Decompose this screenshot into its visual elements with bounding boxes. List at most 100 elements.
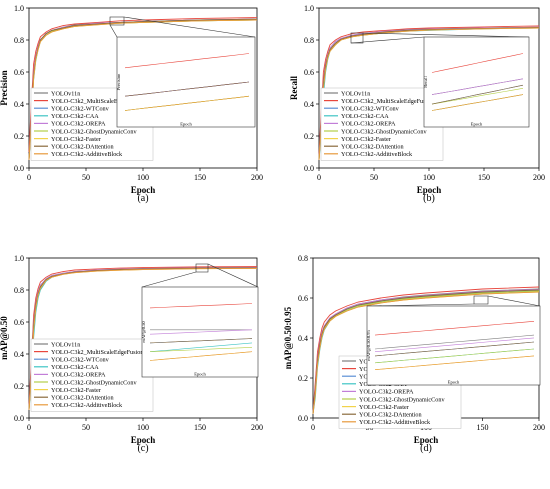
zoom-connector (366, 303, 475, 307)
y-tick-label: 1.0 (14, 4, 24, 13)
legend-entry: YOLO-C3k2-GhostDynamicConv (51, 379, 137, 386)
chart-panel: 0 50 100 150 200 0.0 0.2 0.4 0.6 0.8 1.0 Epoch Preci… (0, 4, 263, 204)
legend-entry: YOLO-C3k2-DAttention (51, 395, 114, 402)
inset-frame (423, 36, 530, 128)
legend-entry: YOLO-C3k2-CAA (341, 113, 389, 120)
x-tick-label: 0 (27, 173, 31, 182)
y-tick-label: 0.6 (14, 318, 24, 327)
zoom-connector (109, 24, 118, 38)
zoom-rectangle (195, 263, 209, 273)
inset-series-line (149, 342, 253, 352)
zoom-rectangle (473, 295, 489, 305)
legend-entry: YOLO-C3k2-CAA (51, 364, 99, 371)
inset-series-line (374, 341, 535, 357)
inset-series-line (149, 351, 253, 361)
x-tick-label: 100 (137, 173, 149, 182)
inset-y-label: mAP@0.50 (141, 321, 146, 343)
inset-series-line (149, 303, 253, 309)
y-tick-label: 0.4 (14, 350, 24, 359)
inset-series-line (431, 88, 524, 105)
inset-y-label: Recall (423, 76, 428, 88)
chart-panel: 0 50 100 150 200 0.0 0.2 0.4 0.6 0.8 1.0 Epoch mAP@0… (0, 254, 263, 454)
legend-entry: YOLO-C3k2-OREPA (51, 121, 106, 128)
inset-series-line (374, 355, 535, 370)
series-line (28, 19, 258, 161)
legend-entry: YOLO-C3k2-Faster (51, 387, 101, 394)
y-tick-label: 0.0 (14, 164, 24, 173)
legend-entry: YOLO-C3k2-AdditiveBlock (359, 419, 431, 426)
inset-series-line (374, 321, 535, 336)
legend-entry: YOLO-C3k2_MultiScaleEdgeFusion (51, 349, 143, 356)
inset-series-line (124, 81, 250, 97)
inset-series-line (374, 337, 535, 352)
inset-x-label: Epoch (180, 122, 192, 127)
y-tick-label: 0.4 (14, 100, 24, 109)
inset: Epoch Recall (423, 36, 530, 128)
inset: Epoch mAP@0.50 (141, 286, 259, 378)
inset-series-line (149, 329, 253, 335)
x-tick-label: 200 (533, 173, 545, 182)
zoom-connector (141, 271, 197, 288)
y-tick-label: 0.2 (14, 132, 24, 141)
inset-series-line (149, 338, 253, 344)
inset-x-label: Epoch (194, 372, 206, 377)
zoom-connector (487, 295, 541, 307)
y-axis-label: Recall (289, 76, 299, 100)
y-tick-label: 0.0 (14, 414, 24, 423)
legend-entry: YOLO-C3k2-Faster (341, 136, 391, 143)
series-line (318, 27, 540, 161)
y-tick-label: 0.8 (304, 36, 314, 45)
zoom-connector (350, 36, 425, 44)
legend-entry: YOLO-C3k2-WTConv (341, 106, 400, 113)
panel-label: (a) (137, 193, 148, 204)
legend-entry: YOLO-C3k2-AdditiveBlock (341, 151, 413, 158)
y-tick-label: 0.0 (304, 164, 314, 173)
legend-entry: YOLO-C3k2_MultiScaleEdgeFusion (341, 98, 433, 105)
legend-entry: YOLO-C3k2-GhostDynamicConv (341, 128, 427, 135)
series-lines (28, 266, 258, 411)
legend-entry: YOLO-C3k2-GhostDynamicConv (51, 128, 137, 135)
legend-entry: YOLO-C3k2-GhostDynamicConv (359, 396, 445, 403)
x-tick-label: 50 (82, 423, 90, 432)
x-axis-label: Epoch (414, 435, 439, 445)
inset-series-line (431, 53, 524, 73)
inset-frame (366, 305, 541, 386)
series-lines (28, 17, 258, 161)
legend-entry: YOLO-C3k2-DAttention (51, 144, 114, 151)
panel-label: (c) (137, 443, 148, 454)
x-axis-label: Epoch (131, 185, 156, 195)
inset-x-label: Epoch (448, 380, 460, 385)
x-axis-label: Epoch (417, 185, 442, 195)
y-tick-label: 0.8 (298, 254, 308, 263)
panel-label: (d) (420, 443, 432, 454)
y-tick-label: 0.0 (298, 414, 308, 423)
legend-entry: YOLO-C3k2-AdditiveBlock (51, 402, 123, 409)
inset-series-line (431, 84, 524, 105)
series-line (28, 17, 258, 153)
y-tick-label: 0.2 (298, 374, 308, 383)
inset-y-label: Precision (116, 73, 121, 90)
y-axis-label: Precision (0, 70, 9, 105)
y-tick-label: 0.6 (298, 294, 308, 303)
legend-entry: YOLO-C3k2-OREPA (359, 389, 414, 396)
series-line (312, 291, 540, 415)
inset-series-line (149, 347, 253, 352)
x-tick-label: 0 (27, 423, 31, 432)
legend-entry: YOLO-C3k2-WTConv (51, 106, 110, 113)
legend-entry: YOLOv11n (51, 90, 80, 97)
y-tick-label: 1.0 (14, 254, 24, 263)
y-tick-label: 0.4 (304, 100, 314, 109)
x-tick-label: 0 (317, 173, 321, 182)
chart-panel: 0 50 100 150 200 0.0 0.2 0.4 0.6 0.8 1.0 Epoch Recal… (289, 4, 545, 204)
x-tick-label: 150 (194, 173, 206, 182)
legend-box (30, 338, 154, 412)
legend-entry: YOLO-C3k2-OREPA (51, 372, 106, 379)
x-tick-label: 200 (251, 173, 263, 182)
legend-entry: YOLOv11n (341, 90, 370, 97)
inset: Epoch mAP@0.50:0.95 (366, 305, 541, 386)
zoom-connector (207, 263, 259, 288)
zoom-connector (123, 16, 256, 38)
series-lines (318, 25, 540, 161)
inset-series-line (374, 334, 535, 350)
